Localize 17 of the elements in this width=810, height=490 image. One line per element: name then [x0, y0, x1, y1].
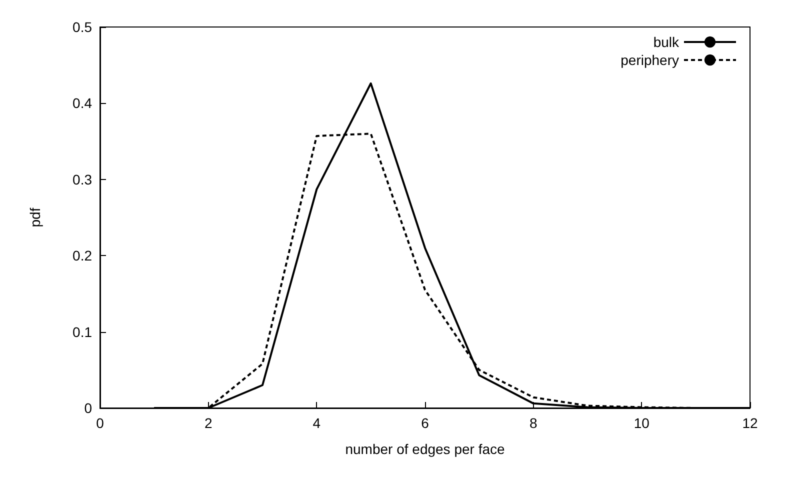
y-tick-label: 0.1: [72, 324, 92, 340]
y-tick-label: 0.2: [72, 248, 92, 264]
legend-label: bulk: [653, 34, 680, 50]
x-axis-title: number of edges per face: [345, 441, 505, 457]
legend-label: periphery: [620, 52, 679, 68]
x-tick-label: 2: [204, 415, 212, 431]
x-tick-label: 4: [312, 415, 321, 431]
y-tick-label: 0.5: [72, 19, 92, 35]
y-tick-label: 0.3: [72, 171, 92, 188]
y-tick-label: 0.4: [72, 95, 92, 112]
x-tick-label: 10: [634, 415, 650, 431]
y-tick-label: 0: [84, 400, 92, 416]
x-tick-label: 8: [529, 415, 538, 431]
x-tick-label: 6: [421, 415, 430, 431]
x-tick-label: 0: [96, 415, 104, 431]
y-axis-title: pdf: [27, 208, 43, 228]
x-tick-label: 12: [742, 415, 758, 431]
